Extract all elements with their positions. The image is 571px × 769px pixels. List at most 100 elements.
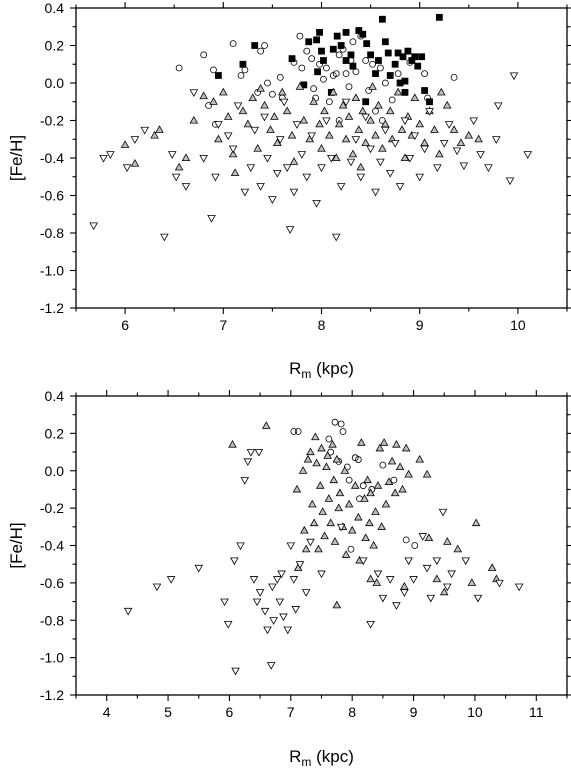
data-point-triangle-down <box>285 226 295 234</box>
data-point-filled-square <box>421 87 429 94</box>
data-point-triangle-up <box>344 499 354 508</box>
data-point-triangle-up <box>366 115 375 124</box>
data-point-triangle-down <box>297 151 307 159</box>
data-point-open-circle <box>323 64 330 72</box>
data-point-triangle-up <box>315 481 325 489</box>
data-point-triangle-up <box>347 525 357 534</box>
data-point-triangle-down <box>495 579 504 588</box>
y-axis-label: [Fe/H] <box>7 135 26 181</box>
data-point-triangle-down <box>422 564 432 573</box>
data-point-triangle-up <box>320 531 329 540</box>
data-point-triangle-down <box>307 132 316 141</box>
data-point-triangle-up <box>449 125 459 133</box>
data-point-open-circle <box>357 32 365 40</box>
data-point-triangle-up <box>338 100 348 109</box>
data-point-triangle-up <box>340 466 350 474</box>
data-point-open-circle <box>421 70 429 78</box>
data-point-filled-square <box>313 36 320 44</box>
data-point-triangle-up <box>150 130 159 139</box>
data-point-filled-square <box>363 40 371 48</box>
data-point-triangle-up <box>375 443 385 452</box>
data-point-open-circle <box>200 51 208 59</box>
data-point-triangle-down <box>130 136 140 144</box>
data-point-triangle-down <box>317 570 326 579</box>
data-point-triangle-up <box>273 138 282 147</box>
y-tick-label: -0.6 <box>40 188 64 204</box>
data-point-triangle-up <box>358 106 368 115</box>
data-point-triangle-down <box>444 121 454 129</box>
data-point-triangle-down <box>523 151 533 159</box>
data-point-triangle-up <box>363 475 372 484</box>
data-point-triangle-up <box>373 481 383 489</box>
data-point-filled-square <box>320 57 327 64</box>
x-tick-label: 6 <box>226 704 234 720</box>
data-point-triangle-down <box>381 126 390 135</box>
data-point-triangle-up <box>329 475 339 484</box>
data-point-triangle-down <box>275 598 285 607</box>
data-point-triangle-down <box>256 183 265 191</box>
data-point-triangle-up <box>464 130 474 139</box>
y-tick-label: -0.8 <box>40 225 64 241</box>
data-point-triangle-down <box>336 523 346 532</box>
data-point-triangle-up <box>329 87 338 96</box>
data-point-triangle-down <box>351 136 361 144</box>
data-point-triangle-up <box>181 153 191 162</box>
data-point-triangle-up <box>260 100 269 109</box>
data-point-triangle-up <box>424 533 434 542</box>
data-point-filled-square <box>342 57 350 64</box>
data-point-triangle-up <box>270 112 279 120</box>
data-point-triangle-up <box>384 477 394 485</box>
data-point-triangle-down <box>371 188 380 197</box>
data-point-triangle-up <box>219 87 228 96</box>
data-point-open-circle <box>339 45 347 53</box>
x-tick-label: 7 <box>287 704 295 720</box>
data-point-triangle-up <box>314 544 323 553</box>
data-point-open-circle <box>310 85 318 93</box>
data-point-triangle-down <box>167 151 177 159</box>
data-point-filled-square <box>401 88 409 96</box>
data-point-triangle-down <box>243 458 253 467</box>
data-point-filled-square <box>288 55 296 63</box>
data-point-triangle-up <box>303 454 313 463</box>
data-point-triangle-up <box>253 144 262 152</box>
data-point-filled-square <box>214 72 222 79</box>
data-point-open-circle <box>347 545 355 553</box>
data-point-triangle-down <box>289 576 299 584</box>
x-axis-label-main: R <box>289 747 301 766</box>
data-point-triangle-down <box>438 508 448 517</box>
data-point-filled-square <box>305 38 313 46</box>
data-point-triangle-up <box>422 469 432 478</box>
data-point-open-circle <box>237 72 245 79</box>
data-point-open-circle <box>394 70 402 78</box>
data-point-triangle-up <box>332 454 342 463</box>
data-point-filled-square <box>362 98 370 106</box>
data-point-filled-square <box>333 32 341 40</box>
data-point-triangle-up <box>334 503 343 512</box>
data-point-open-circle <box>294 428 302 435</box>
data-point-triangle-down <box>268 583 277 592</box>
data-point-triangle-down <box>395 183 405 191</box>
y-tick-label: -1.2 <box>40 687 64 703</box>
data-point-triangle-up <box>456 138 466 147</box>
x-axis-label: Rm (kpc) <box>289 747 354 769</box>
data-point-filled-square <box>314 68 321 76</box>
data-point-triangle-down <box>166 576 176 584</box>
data-point-triangle-up <box>334 119 344 128</box>
data-point-open-circle <box>406 58 414 66</box>
data-point-triangle-down <box>279 98 289 107</box>
data-point-triangle-down <box>447 570 456 579</box>
data-point-triangle-up <box>400 153 410 162</box>
data-point-triangle-down <box>260 113 269 122</box>
data-point-open-circle <box>290 58 298 66</box>
data-point-triangle-down <box>341 98 351 107</box>
data-point-triangle-up <box>228 439 237 448</box>
data-point-triangle-up <box>277 87 287 96</box>
data-point-triangle-up <box>209 97 218 105</box>
data-point-triangle-down <box>263 154 272 163</box>
data-point-triangle-up <box>324 494 334 502</box>
x-axis-label-unit: (kpc) <box>311 359 354 378</box>
data-point-triangle-up <box>371 130 380 139</box>
data-point-open-circle <box>268 90 276 98</box>
y-tick-label: -1.0 <box>40 650 64 666</box>
